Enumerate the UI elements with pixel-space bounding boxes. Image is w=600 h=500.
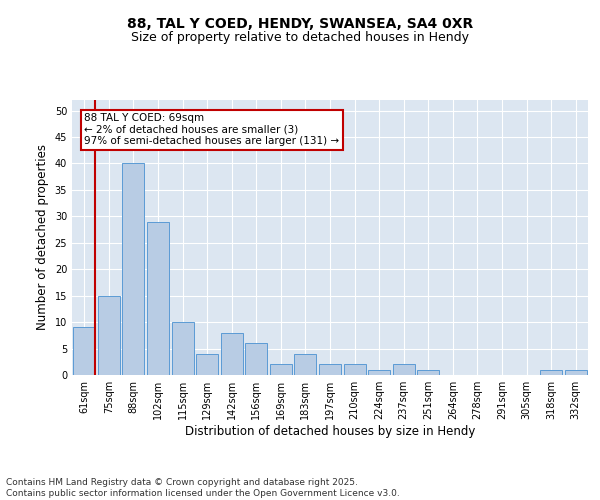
Bar: [122, 164, 145, 375]
Y-axis label: Number of detached properties: Number of detached properties: [36, 144, 49, 330]
Text: 88, TAL Y COED, HENDY, SWANSEA, SA4 0XR: 88, TAL Y COED, HENDY, SWANSEA, SA4 0XR: [127, 18, 473, 32]
Bar: [319, 364, 341, 375]
Bar: [392, 364, 415, 375]
Text: 88 TAL Y COED: 69sqm
← 2% of detached houses are smaller (3)
97% of semi-detache: 88 TAL Y COED: 69sqm ← 2% of detached ho…: [84, 113, 340, 146]
Bar: [196, 354, 218, 375]
Bar: [344, 364, 365, 375]
Bar: [98, 296, 120, 375]
Bar: [245, 344, 268, 375]
Bar: [565, 370, 587, 375]
Bar: [368, 370, 390, 375]
X-axis label: Distribution of detached houses by size in Hendy: Distribution of detached houses by size …: [185, 425, 475, 438]
Bar: [73, 328, 95, 375]
Text: Contains HM Land Registry data © Crown copyright and database right 2025.
Contai: Contains HM Land Registry data © Crown c…: [6, 478, 400, 498]
Bar: [172, 322, 194, 375]
Bar: [295, 354, 316, 375]
Bar: [147, 222, 169, 375]
Text: Size of property relative to detached houses in Hendy: Size of property relative to detached ho…: [131, 31, 469, 44]
Bar: [417, 370, 439, 375]
Bar: [270, 364, 292, 375]
Bar: [540, 370, 562, 375]
Bar: [221, 332, 243, 375]
